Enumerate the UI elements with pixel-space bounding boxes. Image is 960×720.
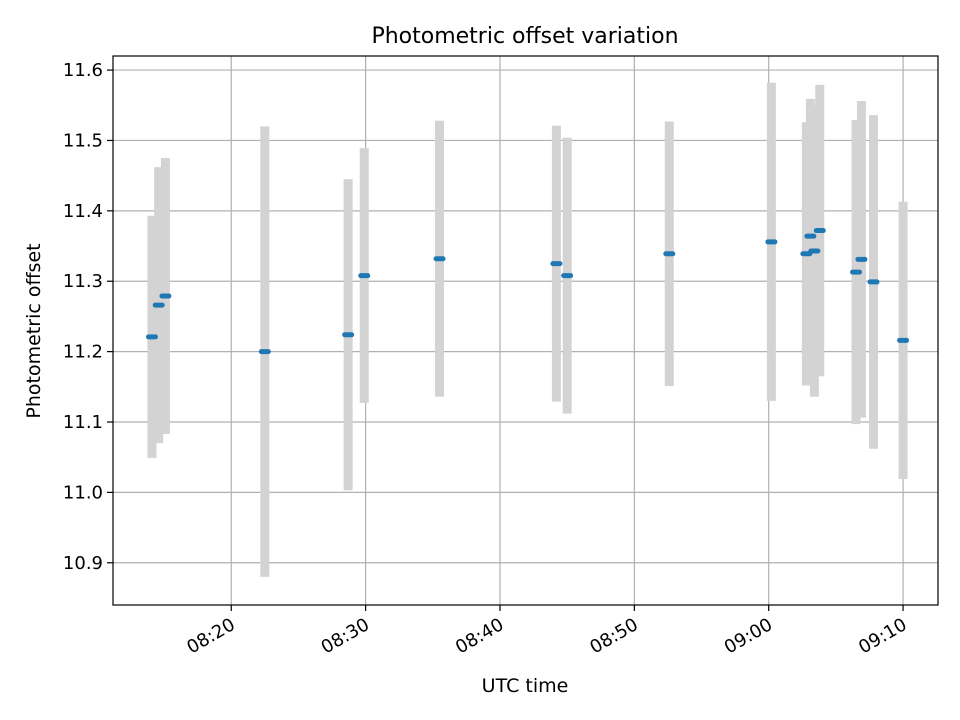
data-point	[258, 349, 271, 355]
data-point	[765, 239, 778, 245]
data-point	[897, 337, 910, 343]
data-point	[145, 334, 158, 340]
data-point	[663, 251, 676, 257]
plot-frame	[112, 55, 939, 606]
grid-lines	[113, 56, 938, 605]
y-axis-label: Photometric offset	[23, 243, 45, 418]
data-point	[813, 228, 826, 234]
data-point	[152, 302, 165, 308]
y-tick-label: 11.5	[63, 130, 103, 151]
data-point	[433, 256, 446, 262]
y-tick-label: 11.1	[63, 412, 103, 433]
y-tick-label: 11.4	[63, 201, 103, 222]
data-point	[342, 332, 355, 338]
data-point	[850, 269, 863, 275]
data-point	[808, 248, 821, 254]
data-point	[358, 273, 371, 279]
x-axis-label: UTC time	[482, 675, 569, 697]
data-point	[561, 273, 574, 279]
data-point	[159, 293, 172, 299]
chart-title: Photometric offset variation	[371, 24, 678, 49]
y-tick-label: 11.3	[63, 271, 103, 292]
y-axis-ticks: 10.9 11.0 11.1 11.2 11.3 11.4 11.5 11.6	[63, 60, 113, 574]
y-tick-label: 11.6	[63, 60, 103, 81]
y-tick-label: 10.9	[63, 553, 103, 574]
data-point	[855, 256, 868, 262]
data-point	[867, 279, 880, 285]
y-tick-label: 11.2	[63, 342, 103, 363]
data-points	[145, 228, 910, 355]
data-point	[550, 261, 563, 267]
data-point	[804, 233, 817, 239]
y-tick-label: 11.0	[63, 482, 103, 503]
